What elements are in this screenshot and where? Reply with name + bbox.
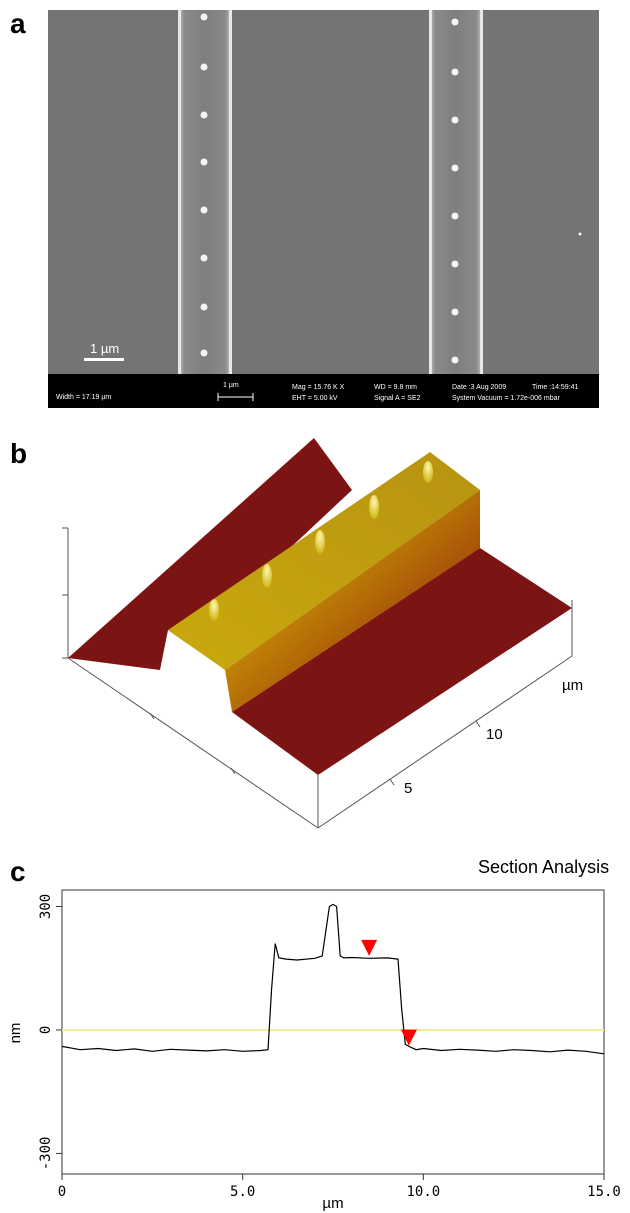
x-tick-label: 5.0 bbox=[230, 1184, 255, 1200]
section-analysis-title: Section Analysis bbox=[478, 857, 610, 877]
sem-eht-text: EHT = 5.00 kV bbox=[292, 395, 338, 402]
x-tick-label: 10.0 bbox=[406, 1184, 440, 1200]
afm-unit-label: µm bbox=[562, 677, 583, 694]
sem-strip-edge bbox=[229, 10, 232, 374]
cursor-marker-1 bbox=[361, 939, 378, 956]
plot-frame bbox=[61, 889, 605, 1175]
sem-scalebar bbox=[84, 358, 124, 361]
cursor-marker-2 bbox=[400, 1029, 417, 1046]
sem-scale-text: 1 µm bbox=[223, 382, 239, 389]
sem-dots bbox=[200, 13, 582, 364]
afm-left-terrace bbox=[68, 438, 352, 670]
sem-vacuum-text: System Vacuum = 1.72e-006 mbar bbox=[452, 395, 561, 402]
panel-label-b: b bbox=[10, 438, 28, 469]
afm-3d-render: µm 10 5 bbox=[62, 438, 583, 829]
y-axis-ticks: 300 0 -300 bbox=[38, 894, 62, 1170]
y-axis-title: nm bbox=[7, 1023, 24, 1044]
afm-bumps bbox=[209, 461, 433, 621]
x-tick-label: 15.0 bbox=[587, 1184, 621, 1200]
sem-strip bbox=[178, 10, 232, 374]
sem-strip-edge bbox=[480, 10, 483, 374]
afm-white-cut bbox=[160, 630, 225, 712]
y-tick-label: 0 bbox=[38, 1026, 54, 1034]
sem-background bbox=[48, 10, 599, 374]
afm-tick-5: 5 bbox=[404, 780, 412, 797]
sem-strip bbox=[429, 10, 483, 374]
sem-width-text: Width = 17.19 µm bbox=[56, 394, 111, 401]
y-tick-label: -300 bbox=[38, 1137, 54, 1171]
height-profile-line bbox=[61, 903, 605, 1055]
sem-micrograph: 1 µm Width = 17.19 µm 1 µm Mag = 15.76 K… bbox=[48, 10, 599, 408]
x-tick-label: 0 bbox=[58, 1184, 66, 1200]
sem-signal-text: Signal A = SE2 bbox=[374, 395, 421, 402]
panel-label-c: c bbox=[10, 856, 26, 887]
sem-strip-edge bbox=[178, 10, 181, 374]
x-axis-ticks: 0 5.0 10.0 15.0 bbox=[58, 1174, 621, 1200]
sem-wd-text: WD = 9.8 mm bbox=[374, 384, 417, 391]
x-axis-title: µm bbox=[322, 1195, 343, 1212]
sem-strip-edge bbox=[429, 10, 432, 374]
marker-group bbox=[361, 939, 417, 1046]
panel-label-a: a bbox=[10, 8, 26, 39]
sem-info-bar bbox=[48, 374, 599, 408]
sem-scalebar-label: 1 µm bbox=[90, 341, 119, 356]
afm-tick-10: 10 bbox=[486, 726, 503, 743]
afm-raised-strip bbox=[168, 452, 480, 670]
sem-time-text: Time :14:59:41 bbox=[532, 384, 579, 391]
sem-date-text: Date :3 Aug 2009 bbox=[452, 384, 506, 391]
sem-mag-text: Mag = 15.76 K X bbox=[292, 384, 345, 391]
afm-strip-slope bbox=[225, 490, 480, 712]
afm-frame bbox=[62, 527, 573, 829]
y-tick-label: 300 bbox=[38, 894, 54, 919]
afm-right-terrace bbox=[232, 548, 572, 775]
